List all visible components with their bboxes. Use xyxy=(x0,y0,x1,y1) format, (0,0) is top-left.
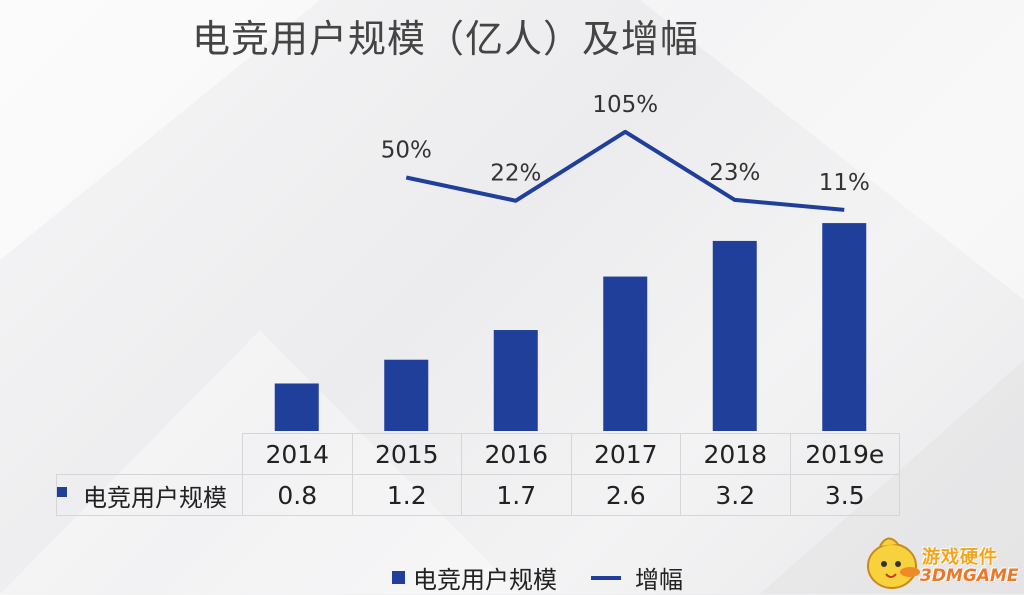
legend-bar-swatch xyxy=(392,571,405,584)
watermark-text-cn: 游戏硬件 xyxy=(922,547,998,568)
bar-2016 xyxy=(493,330,538,431)
growth-line xyxy=(405,129,845,212)
bar-2014 xyxy=(274,383,319,431)
growth-label-2018: 23% xyxy=(709,160,760,186)
bar-2018 xyxy=(712,240,757,431)
growth-label-2017: 105% xyxy=(592,92,658,118)
chart-title: 电竞用户规模（亿人）及增幅 xyxy=(192,17,700,61)
mascot-logo-icon xyxy=(867,537,920,589)
legend-item-line: 增幅 xyxy=(635,566,683,594)
bar-2019e xyxy=(822,223,867,431)
growth-label-2015: 50% xyxy=(381,138,432,164)
legend-line-swatch xyxy=(591,575,621,580)
bar-2017 xyxy=(603,276,648,431)
watermark-text-en: 3DMGAME xyxy=(920,566,1019,586)
legend: 电竞用户规模 增幅 xyxy=(392,560,683,595)
growth-label-2019e: 11% xyxy=(819,170,870,196)
legend-item-bar: 电竞用户规模 xyxy=(413,566,557,594)
bar-2015 xyxy=(384,359,429,431)
growth-label-2016: 22% xyxy=(490,161,541,187)
